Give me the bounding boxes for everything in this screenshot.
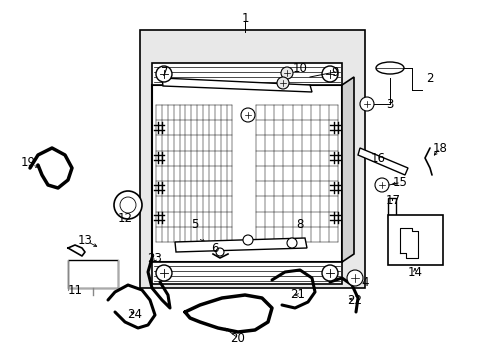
Circle shape <box>276 77 288 89</box>
Bar <box>152 85 341 262</box>
Text: 10: 10 <box>292 62 307 75</box>
Bar <box>140 30 364 288</box>
Text: 6: 6 <box>211 242 218 255</box>
Text: 23: 23 <box>147 252 162 265</box>
Ellipse shape <box>375 62 403 74</box>
Text: 3: 3 <box>386 99 393 112</box>
Bar <box>152 63 341 85</box>
Text: 4: 4 <box>361 275 368 288</box>
Circle shape <box>374 178 388 192</box>
Text: 16: 16 <box>370 152 385 165</box>
Text: 15: 15 <box>392 175 407 189</box>
Text: 9: 9 <box>330 66 338 78</box>
Text: 20: 20 <box>230 332 245 345</box>
Text: 22: 22 <box>347 293 362 306</box>
Circle shape <box>243 235 252 245</box>
Bar <box>152 262 341 284</box>
Text: 21: 21 <box>290 288 305 302</box>
Circle shape <box>241 108 254 122</box>
Text: 2: 2 <box>426 72 433 85</box>
Circle shape <box>156 66 172 82</box>
Circle shape <box>346 270 362 286</box>
Bar <box>68 260 118 288</box>
Text: 8: 8 <box>296 219 303 231</box>
Text: 11: 11 <box>67 284 82 297</box>
Text: 19: 19 <box>20 157 36 170</box>
Circle shape <box>359 97 373 111</box>
Text: 7: 7 <box>161 66 168 78</box>
Circle shape <box>114 191 142 219</box>
Bar <box>387 198 395 218</box>
Text: 1: 1 <box>241 12 248 24</box>
Circle shape <box>321 265 337 281</box>
Text: 12: 12 <box>117 211 132 225</box>
Circle shape <box>286 238 296 248</box>
Text: 17: 17 <box>385 194 400 207</box>
Text: 13: 13 <box>78 234 92 247</box>
Circle shape <box>120 197 136 213</box>
Polygon shape <box>341 77 353 262</box>
Polygon shape <box>357 148 407 175</box>
Polygon shape <box>175 238 306 252</box>
Polygon shape <box>162 78 311 92</box>
Circle shape <box>216 248 224 256</box>
Text: 18: 18 <box>432 141 447 154</box>
Text: 5: 5 <box>191 219 198 231</box>
Circle shape <box>156 265 172 281</box>
Circle shape <box>281 67 292 79</box>
Bar <box>387 215 442 265</box>
Text: 24: 24 <box>127 309 142 321</box>
Circle shape <box>321 66 337 82</box>
Text: 14: 14 <box>407 266 422 279</box>
